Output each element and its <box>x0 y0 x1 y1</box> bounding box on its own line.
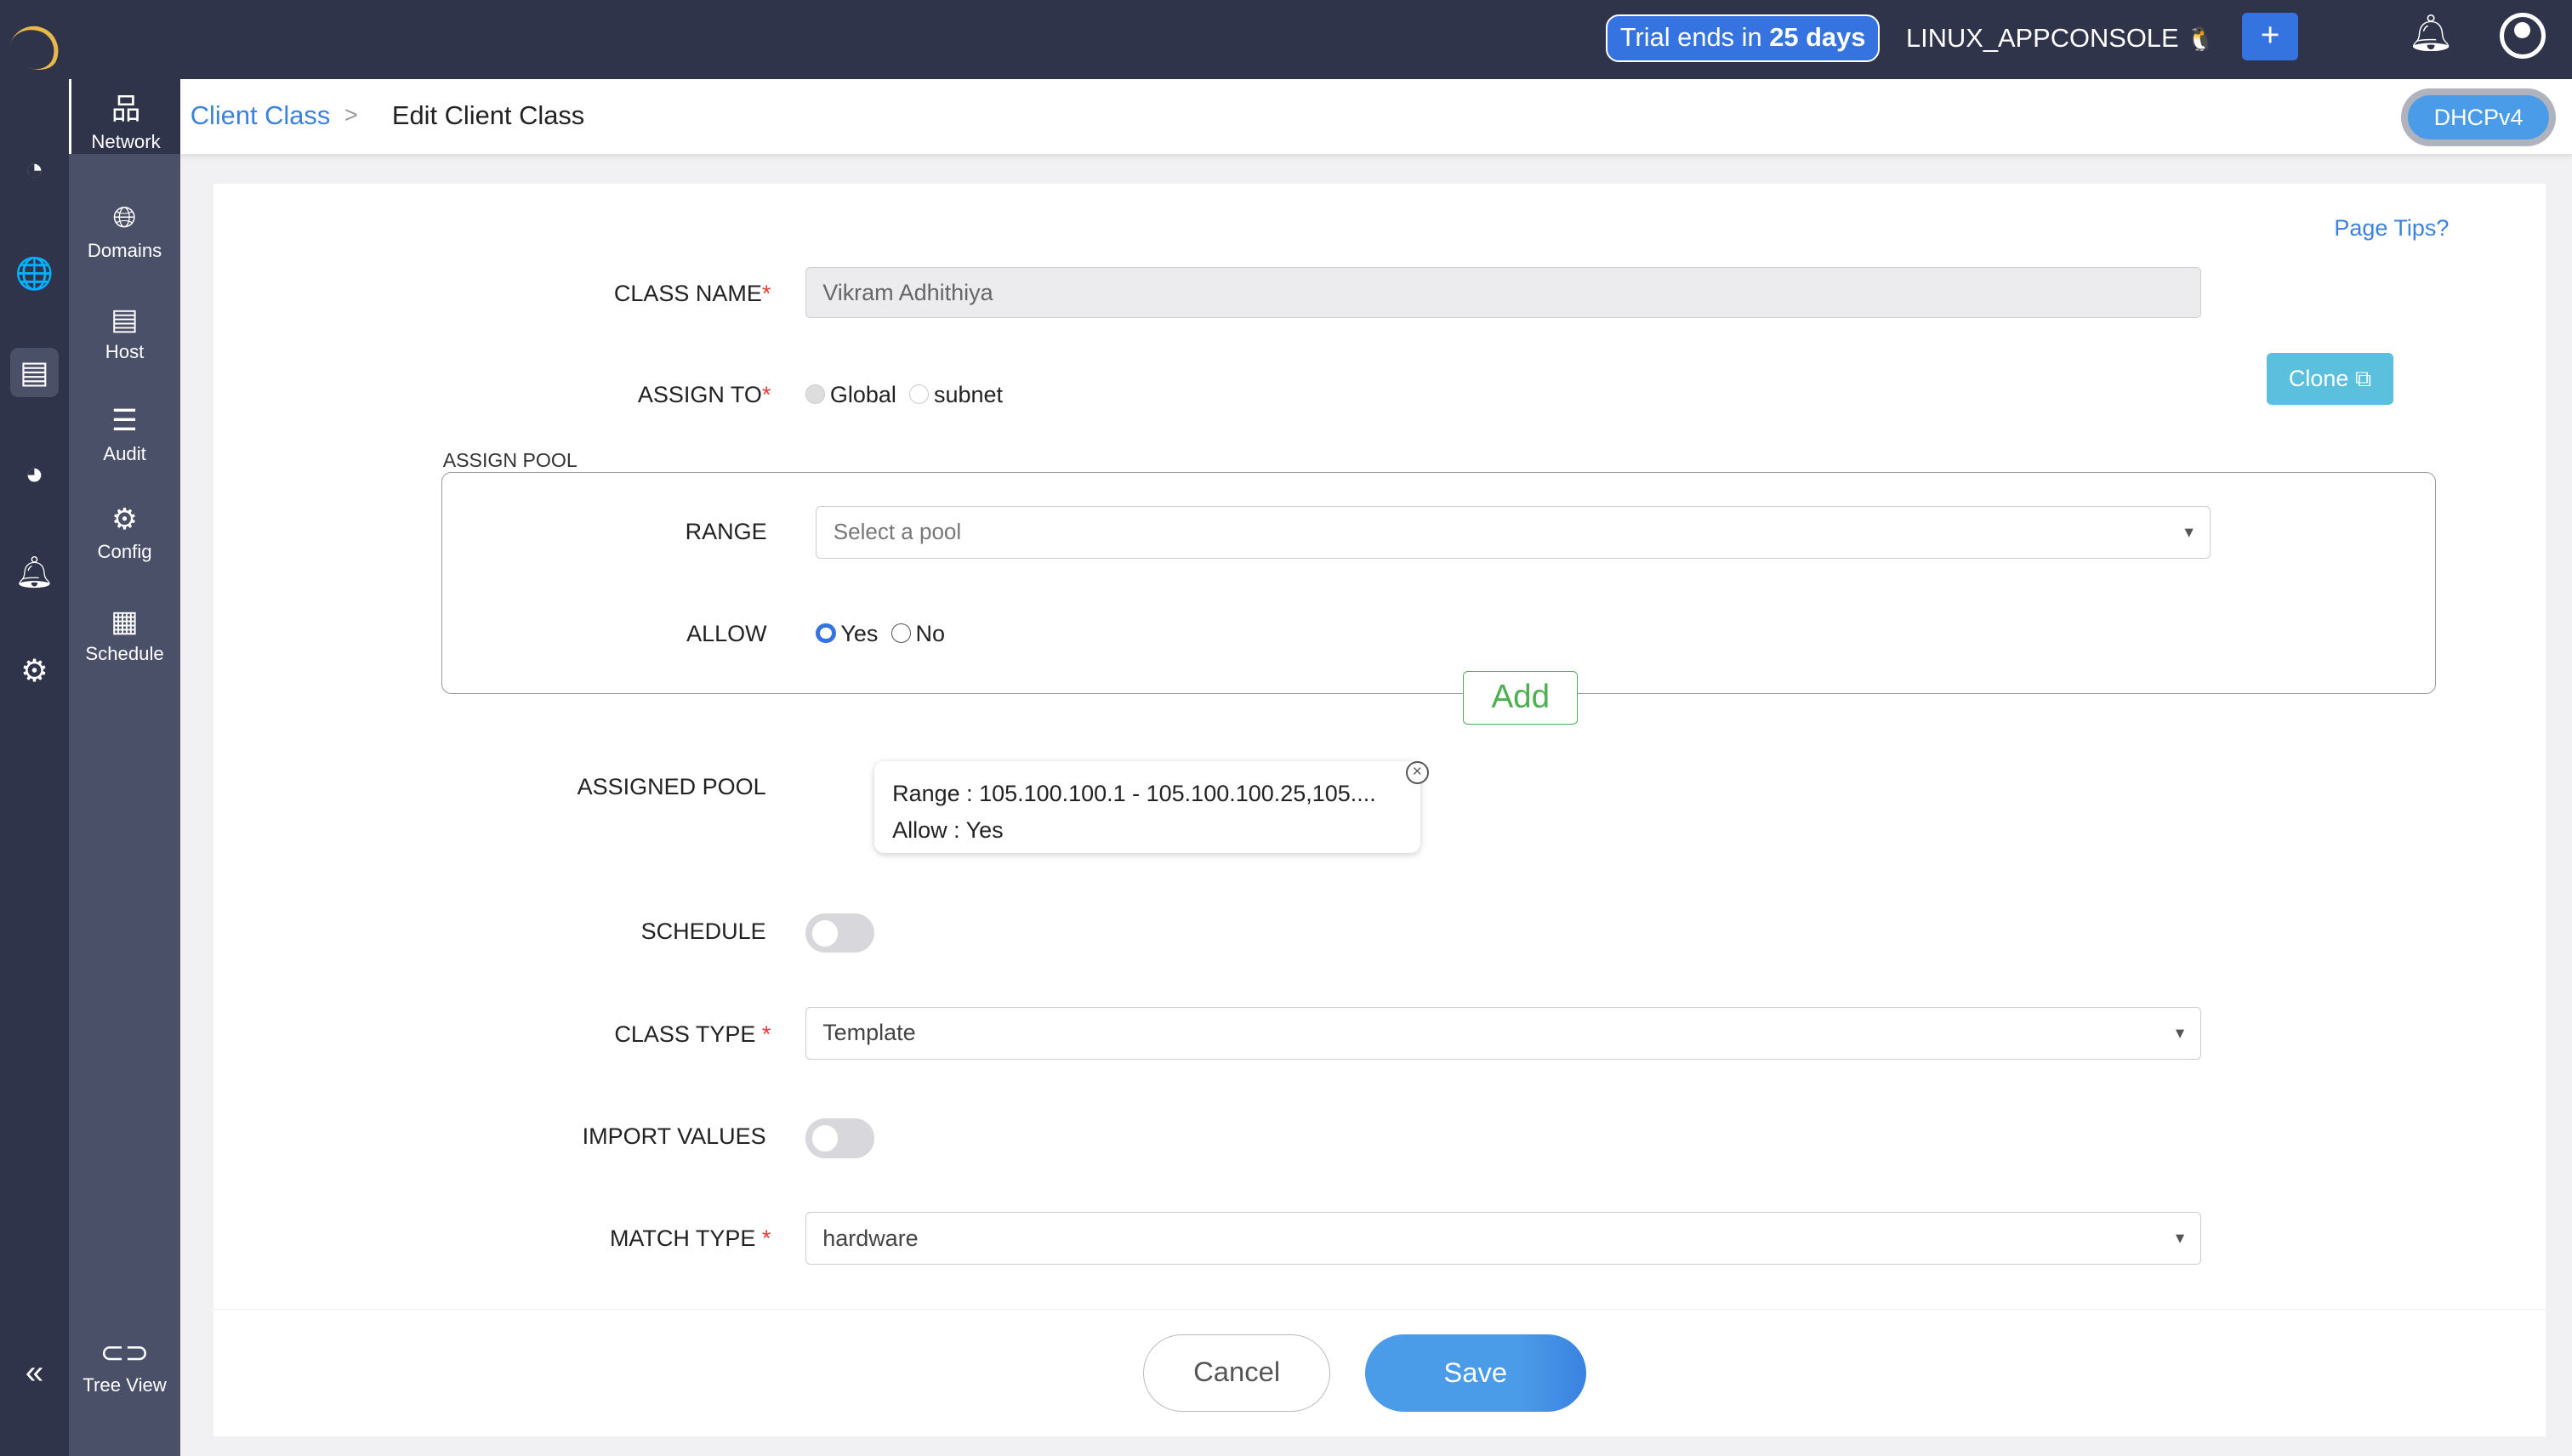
assign-pool-box: RANGE Select a pool ▼ ALLOW Yes No <box>441 472 2436 694</box>
assign-pool-legend: ASSIGN POOL <box>442 449 578 472</box>
page-title: Edit Client Class <box>391 100 585 130</box>
dns-icon[interactable]: 🌐 <box>14 256 54 292</box>
audit-log-icon: ☰ <box>111 405 139 438</box>
import-values-toggle[interactable] <box>805 1118 874 1158</box>
subnav-item-schedule[interactable]: ▦ Schedule <box>69 604 180 665</box>
assign-to-label: ASSIGN TO* <box>637 382 771 408</box>
settings-icon[interactable]: ⚙ <box>20 652 48 688</box>
no-label: No <box>915 620 946 646</box>
save-button[interactable]: Save <box>1364 1334 1586 1412</box>
tree-view-label: Tree View <box>83 1374 167 1396</box>
subnav-label: Audit <box>103 442 146 464</box>
class-name-label: CLASS NAME* <box>613 280 771 306</box>
user-avatar-icon[interactable] <box>2500 13 2546 60</box>
subnet-label: subnet <box>933 382 1003 408</box>
assigned-pool-card: Range : 105.100.100.1 - 105.100.100.25,1… <box>874 761 1420 853</box>
radio-yes[interactable] <box>816 623 836 643</box>
bell-icon[interactable]: 🔔︎ <box>2408 13 2454 54</box>
dhcpv4-button[interactable]: DHCPv4 <box>2408 94 2549 139</box>
radio-global[interactable] <box>805 384 826 405</box>
tree-view-button[interactable]: ⊂⊃ Tree View <box>69 1335 180 1396</box>
match-type-label: MATCH TYPE * <box>609 1225 771 1251</box>
trial-badge[interactable]: Trial ends in 25 days <box>1606 14 1881 63</box>
import-values-label: IMPORT VALUES <box>582 1123 766 1150</box>
cancel-button[interactable]: Cancel <box>1143 1334 1331 1412</box>
schedule-label: SCHEDULE <box>640 918 766 944</box>
subnav-label: Domains <box>87 239 162 261</box>
clone-label: Clone <box>2288 365 2349 391</box>
top-bar <box>0 0 2572 79</box>
radio-subnet[interactable] <box>909 384 930 405</box>
schedule-toggle[interactable] <box>805 913 874 953</box>
match-type-value: hardware <box>822 1225 919 1251</box>
server-icon: ▤ <box>111 303 139 336</box>
subnav-label: Host <box>105 341 145 363</box>
trial-text: Trial ends in <box>1619 22 1770 53</box>
form-card: Page Tips? Clone ⧉ CLASS NAME* Vikram Ad… <box>213 183 2546 1309</box>
caret-down-icon: ▼ <box>2172 1024 2188 1042</box>
assigned-range: Range : 105.100.100.1 - 105.100.100.25,1… <box>892 781 1376 807</box>
calendar-icon: ▦ <box>111 605 139 638</box>
subnav-label: Schedule <box>85 642 164 664</box>
subnav-label: Config <box>97 541 152 563</box>
globe-com-icon: 🌐︎ <box>112 202 137 235</box>
add-pool-button[interactable]: Add <box>1463 670 1579 725</box>
allow-label: ALLOW <box>686 620 767 646</box>
sub-nav: 品 Network 🌐︎ Domains ▤ Host ☰ Audit ⚙ Config … <box>68 78 181 1456</box>
network-icon[interactable]: ▤ <box>9 347 60 397</box>
class-type-select[interactable]: Template ▼ <box>805 1007 2202 1060</box>
main-rail: ◔ 🌐 ▤ ◕ 🔔︎ ⚙ « <box>0 0 69 1456</box>
page-tips-link[interactable]: Page Tips? <box>2334 214 2450 241</box>
breadcrumb-client-class[interactable]: Client Class <box>190 100 331 130</box>
breadcrumb-bar: Client Class > Edit Client Class DHCPv4 <box>180 78 2572 155</box>
subnav-item-host[interactable]: ▤ Host <box>69 302 180 363</box>
console-label: LINUX_APPCONSOLE <box>1905 22 2179 53</box>
caret-down-icon: ▼ <box>2172 1229 2188 1247</box>
allow-radios: Yes No <box>816 621 945 647</box>
subnav-item-network[interactable]: 品 Network <box>68 78 181 155</box>
linux-icon: 🐧 <box>2186 26 2215 52</box>
remove-pool-icon[interactable]: × <box>1405 760 1429 784</box>
class-type-label: CLASS TYPE * <box>614 1021 771 1048</box>
caret-down-icon: ▼ <box>2182 523 2197 541</box>
subnav-item-audit[interactable]: ☰ Audit <box>69 403 180 464</box>
breadcrumb-separator: > <box>344 101 358 128</box>
subnav-item-domains[interactable]: 🌐︎ Domains <box>69 200 180 261</box>
app-logo[interactable] <box>3 19 65 77</box>
class-name-input[interactable]: Vikram Adhithiya <box>805 267 2202 319</box>
trial-days: 25 days <box>1769 22 1866 53</box>
range-placeholder: Select a pool <box>833 519 962 545</box>
copy-icon: ⧉ <box>2354 365 2372 391</box>
range-label: RANGE <box>685 519 767 545</box>
reports-icon[interactable]: ◕ <box>25 456 44 492</box>
subnav-label: Network <box>91 131 161 153</box>
toggle-icon: ⊂⊃ <box>100 1336 150 1369</box>
dashboard-icon[interactable]: ◔ <box>25 151 44 186</box>
assigned-allow: Allow : Yes <box>892 816 1004 843</box>
match-type-select[interactable]: hardware ▼ <box>805 1212 2202 1265</box>
console-name[interactable]: LINUX_APPCONSOLE 🐧 <box>1906 23 2215 54</box>
assign-to-radios: Global subnet <box>805 382 1003 408</box>
protocol-toggle[interactable]: DHCPv4 <box>2401 88 2556 146</box>
class-type-value: Template <box>822 1020 916 1046</box>
gears-icon: ⚙ <box>111 503 139 537</box>
network-icon: 品 <box>111 93 141 126</box>
collapse-icon[interactable]: « <box>25 1354 44 1391</box>
assigned-pool-label: ASSIGNED POOL <box>577 774 766 800</box>
yes-label: Yes <box>840 620 879 646</box>
subnav-item-config[interactable]: ⚙ Config <box>69 502 180 563</box>
radio-no[interactable] <box>891 623 911 643</box>
form-footer: Cancel Save <box>213 1308 2546 1437</box>
alerts-icon[interactable]: 🔔︎ <box>14 555 54 590</box>
add-button[interactable]: + <box>2242 13 2298 61</box>
range-select[interactable]: Select a pool ▼ <box>816 505 2211 559</box>
clone-button[interactable]: Clone ⧉ <box>2267 352 2393 406</box>
global-label: Global <box>829 382 896 408</box>
